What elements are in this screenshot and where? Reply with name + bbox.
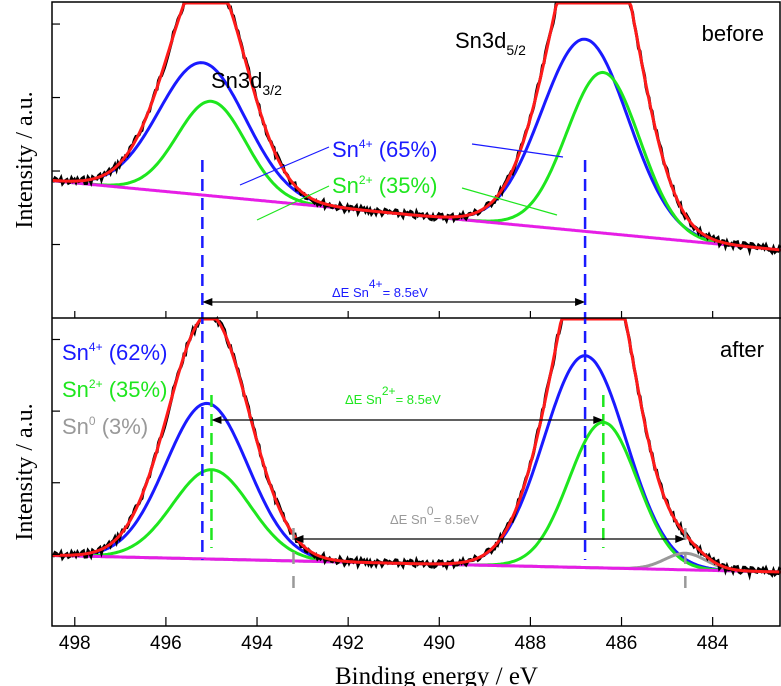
x-tick-label: 488	[515, 633, 547, 654]
y-axis-label: Intensity / a.u.	[12, 91, 38, 228]
peak-label-3d52: Sn3d5/2	[455, 28, 526, 58]
sn4-pointer-left	[239, 146, 330, 186]
arrow-head	[575, 298, 586, 306]
delta-label-sn2: ΔE Sn2+= 8.5eV	[345, 384, 441, 407]
legend-4plus: Sn4+ (62%)	[62, 340, 167, 365]
sn2-pointer-right	[461, 187, 558, 216]
x-tick-label: 494	[241, 633, 273, 654]
panel-label: after	[720, 337, 764, 362]
x-tick-label: 498	[59, 633, 91, 654]
component-curve-2plus-p1	[51, 420, 781, 574]
x-tick-label: 486	[606, 633, 638, 654]
x-tick-label: 484	[697, 633, 729, 654]
plot-frame	[51, 1, 781, 627]
arrow-head	[293, 535, 304, 543]
panel-label: before	[702, 21, 764, 46]
sn4-label: Sn4+ (65%)	[332, 137, 437, 162]
legend-0: Sn0 (3%)	[62, 414, 148, 439]
x-axis-label: Binding energy / eV	[335, 663, 538, 686]
delta-label-sn0: ΔE Sn0= 8.5eV	[390, 504, 479, 527]
envelope-curve-p1	[52, 317, 781, 574]
envelope-curve-p0	[51, 1, 781, 252]
arrow-head	[593, 416, 604, 424]
x-tick-label: 496	[150, 633, 182, 654]
arrow-head	[202, 298, 213, 306]
sn4-pointer-right	[471, 143, 564, 158]
sn2-pointer-left	[256, 185, 330, 221]
y-axis-label: Intensity / a.u.	[12, 403, 38, 540]
arrow-head	[675, 535, 686, 543]
delta-label-sn4: ΔE Sn4+= 8.5eV	[332, 277, 428, 300]
legend-2plus: Sn2+ (35%)	[62, 377, 167, 402]
x-tick-label: 492	[332, 633, 364, 654]
sn2-label: Sn2+ (35%)	[332, 173, 437, 198]
arrow-head	[211, 416, 222, 424]
x-tick-label: 490	[423, 633, 455, 654]
peak-label-3d32: Sn3d3/2	[211, 68, 282, 98]
